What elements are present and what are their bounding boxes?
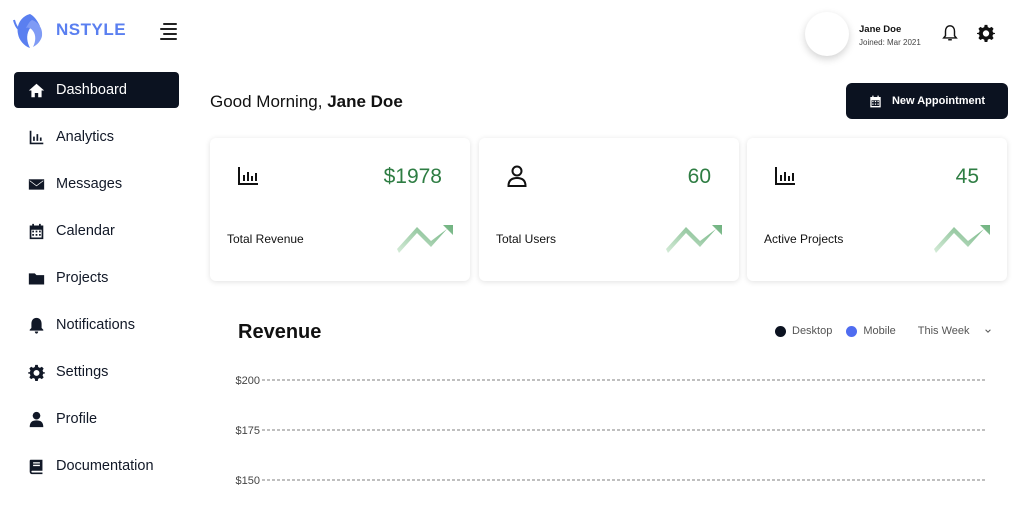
sidebar-item-label: Settings (56, 364, 109, 380)
range-select-value: This Week (917, 325, 970, 337)
sidebar-item-analytics[interactable]: Analytics (14, 119, 179, 155)
brand[interactable]: NSTYLE (10, 10, 126, 50)
sidebar-item-documentation[interactable]: Documentation (14, 448, 179, 484)
calendar-icon (870, 95, 881, 107)
legend-item-mobile[interactable]: Mobile (846, 325, 896, 337)
y-tick-label: $175 (236, 425, 260, 437)
sidebar-item-dashboard[interactable]: Dashboard (14, 72, 179, 108)
legend-label-desktop: Desktop (792, 325, 833, 337)
sidebar-item-projects[interactable]: Projects (14, 260, 179, 296)
sidebar-item-label: Messages (56, 176, 123, 192)
stat-label: Total Revenue (227, 232, 304, 246)
user-outline-icon (505, 164, 529, 188)
stat-label: Active Projects (764, 232, 844, 246)
legend-label-mobile: Mobile (863, 325, 896, 337)
sidebar-item-label: Profile (56, 411, 98, 427)
trend-up-icon (666, 225, 722, 253)
avatar[interactable] (805, 12, 849, 56)
trend-up-icon (934, 225, 990, 253)
revenue-title: Revenue (238, 321, 322, 343)
chart-legend: Desktop Mobile This Week (775, 325, 992, 337)
sidebar-item-label: Analytics (56, 129, 115, 145)
bar-chart-icon (236, 164, 260, 188)
sidebar-item-label: Dashboard (56, 82, 127, 98)
sidebar-item-settings[interactable]: Settings (14, 354, 179, 390)
bar-chart-icon (773, 164, 797, 188)
legend-dot-mobile (846, 325, 858, 337)
gear-icon[interactable] (977, 24, 995, 42)
stat-value: 45 (955, 165, 979, 188)
user-meta: Jane Doe Joined: Mar 2021 (859, 24, 921, 47)
sidebar-item-label: Projects (56, 270, 109, 286)
folder-icon (27, 269, 45, 287)
sidebar-item-calendar[interactable]: Calendar (14, 213, 179, 249)
bell-icon[interactable] (941, 24, 959, 42)
stat-card-users: 60 Total Users (479, 138, 739, 281)
stat-card-projects: 45 Active Projects (747, 138, 1007, 281)
chevron-down-icon (984, 329, 991, 333)
stat-value: $1978 (383, 165, 442, 188)
stat-label: Total Users (496, 232, 557, 246)
calendar-icon (27, 222, 45, 240)
user-icon (27, 410, 45, 428)
bar-chart-icon (27, 128, 45, 146)
greeting-prefix: Good Morning, (210, 92, 328, 111)
stat-value: 60 (687, 165, 711, 188)
sidebar: NSTYLE Dashboard Analytics Messages (0, 0, 195, 511)
sidebar-item-label: Documentation (56, 458, 154, 474)
home-icon (27, 81, 45, 99)
sidebar-item-profile[interactable]: Profile (14, 401, 179, 437)
new-appointment-button[interactable]: New Appointment (846, 83, 1008, 119)
sidebar-item-label: Notifications (56, 317, 135, 333)
stat-card-revenue: $1978 Total Revenue (210, 138, 470, 281)
sidebar-item-notifications[interactable]: Notifications (14, 307, 179, 343)
menu-toggle-icon[interactable] (160, 23, 177, 40)
greeting-name: Jane Doe (327, 92, 403, 111)
sidebar-nav: Dashboard Analytics Messages Calendar Pr… (14, 72, 179, 495)
y-tick-label: $150 (236, 475, 260, 487)
range-select[interactable]: This Week (918, 325, 992, 337)
sidebar-item-messages[interactable]: Messages (14, 166, 179, 202)
envelope-icon (27, 175, 45, 193)
brand-logo-icon (13, 14, 43, 48)
trend-up-icon (397, 225, 453, 253)
legend-item-desktop[interactable]: Desktop (775, 325, 832, 337)
brand-name: NSTYLE (56, 20, 127, 39)
y-tick-label: $200 (236, 375, 260, 387)
revenue-chart: $200 $175 $150 (236, 375, 987, 487)
book-icon (27, 457, 45, 475)
gear-icon (27, 363, 45, 381)
user-joined: Joined: Mar 2021 (859, 38, 921, 47)
user-name: Jane Doe (859, 24, 902, 35)
page-greeting: Good Morning, Jane Doe (210, 92, 403, 112)
sidebar-item-label: Calendar (56, 223, 115, 239)
new-appointment-label: New Appointment (891, 95, 986, 107)
bell-icon (27, 316, 45, 334)
legend-dot-desktop (775, 325, 786, 337)
